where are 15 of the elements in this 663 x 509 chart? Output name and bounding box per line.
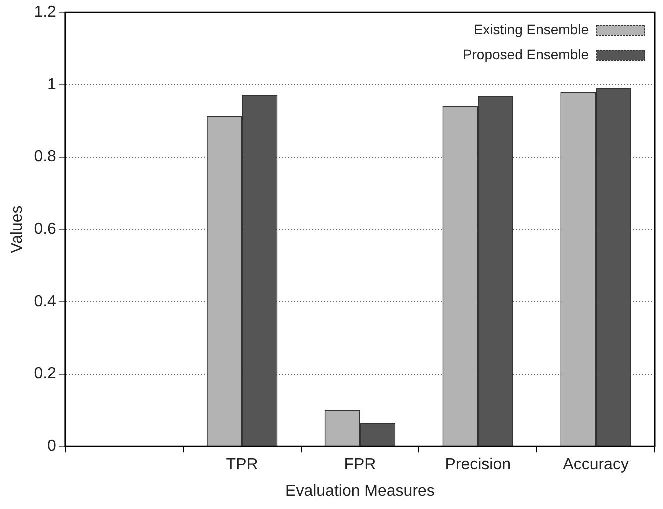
y-tick-label: 0.2: [34, 366, 57, 383]
y-tick-label: 0: [48, 438, 57, 456]
legend-label: Existing Ensemble: [474, 21, 590, 38]
y-tick-label: 1.2: [34, 4, 57, 22]
y-tick-label: 0.6: [34, 221, 57, 238]
y-axis-title: Values: [9, 206, 26, 254]
x-tick-label: FPR: [344, 456, 376, 474]
legend-label: Proposed Ensemble: [462, 46, 590, 62]
y-tick-label: 1: [48, 76, 57, 94]
y-tick-label: 0.4: [34, 293, 57, 310]
x-tick-label: Precision: [445, 456, 512, 474]
x-tick-label: TPR: [226, 456, 258, 474]
x-axis-title: Evaluation Measures: [286, 482, 435, 500]
y-tick-label: 0.8: [34, 148, 57, 166]
x-tick-label: Accuracy: [563, 456, 629, 474]
